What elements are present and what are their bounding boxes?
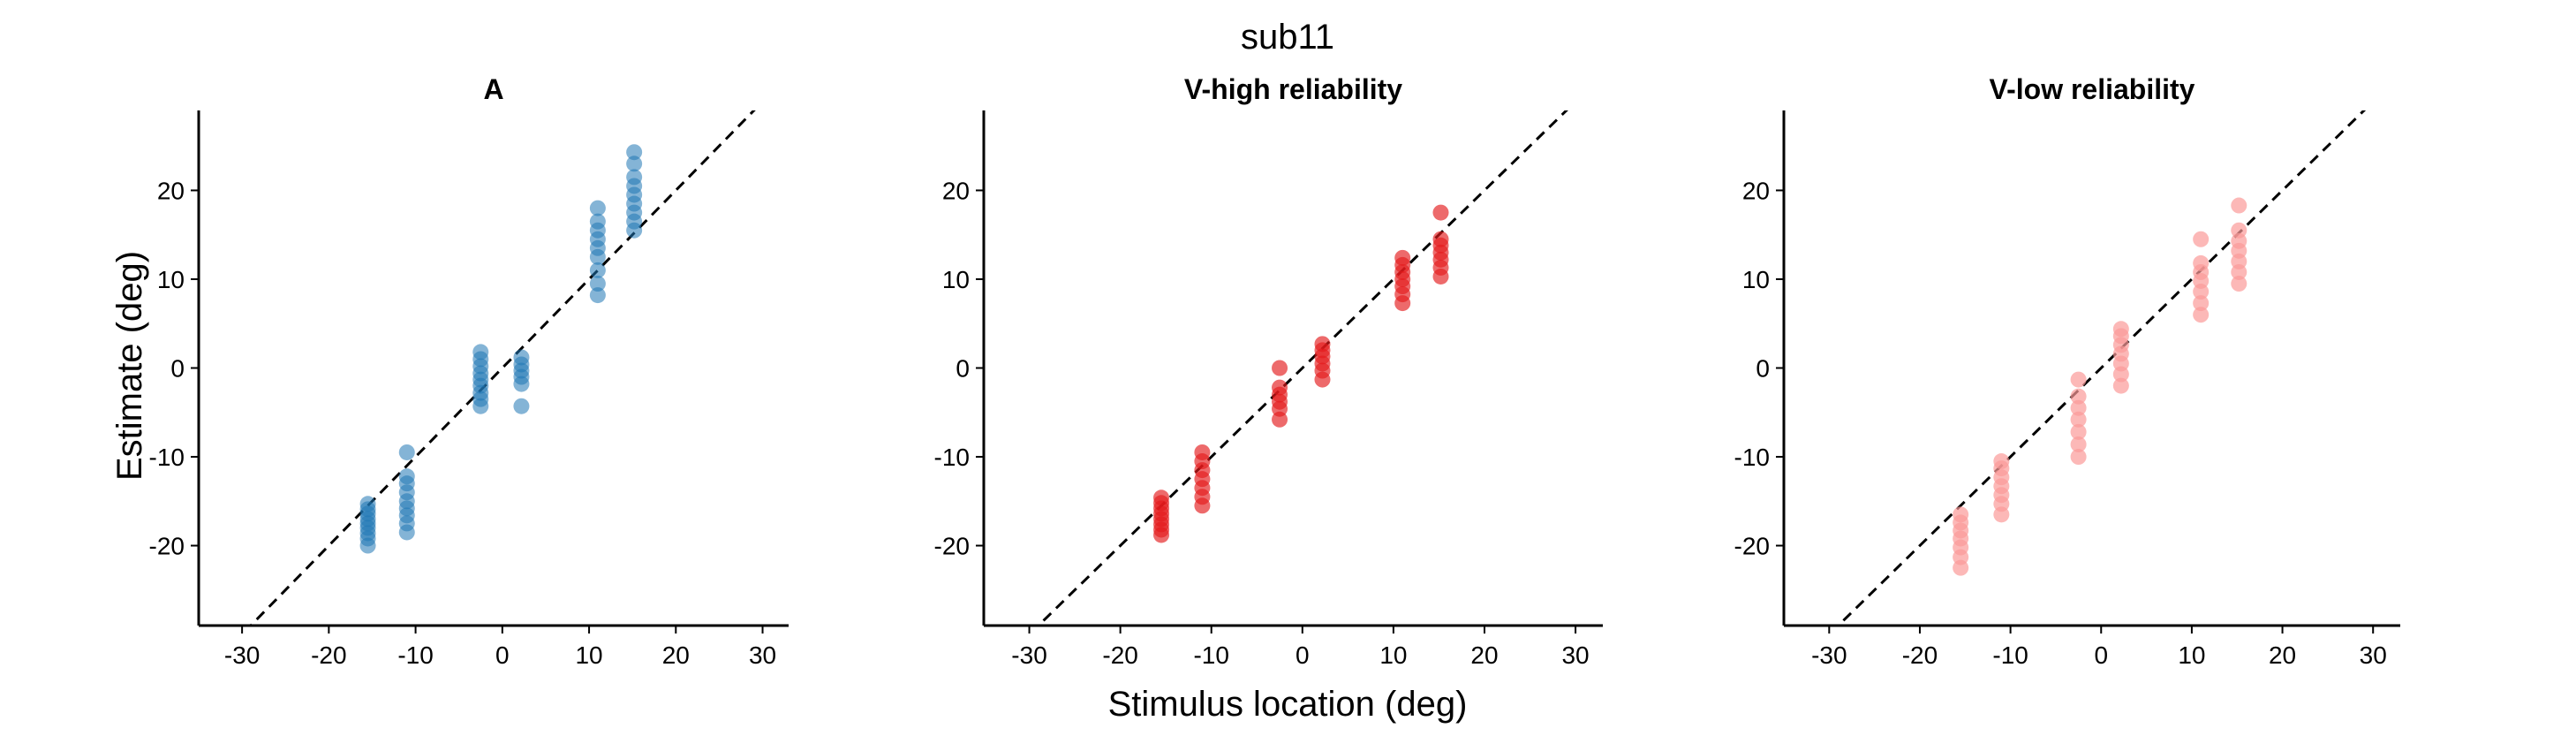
data-point (2112, 377, 2129, 394)
y-tick-label: -10 (149, 444, 185, 471)
data-point (513, 349, 530, 366)
data-point (626, 156, 643, 172)
data-point (589, 276, 606, 292)
data-point (2231, 276, 2247, 292)
x-tick-label: 0 (2094, 641, 2108, 669)
y-tick-label: 20 (1742, 177, 1770, 204)
x-tick-label: -20 (311, 641, 346, 669)
panel-3: V-low reliability -30 -20 -10 0 10 20 30 -20 -10 0… (1734, 73, 2400, 669)
data-point (1272, 360, 1288, 376)
data-point (626, 169, 643, 186)
data-point (2193, 295, 2210, 312)
data-point (2070, 399, 2087, 416)
data-point (2070, 423, 2087, 440)
y-tick-label: -20 (149, 533, 185, 560)
data-point (2070, 436, 2087, 452)
data-point (2112, 321, 2129, 338)
x-tick-label: -30 (1811, 641, 1847, 669)
y-tick-label: 20 (157, 177, 185, 204)
data-point (2070, 411, 2087, 428)
data-point (1394, 249, 1411, 266)
x-tick-label: -10 (1193, 641, 1228, 669)
y-tick-label: 0 (956, 355, 970, 383)
data-point (2193, 231, 2210, 247)
x-tick-label: 20 (1470, 641, 1498, 669)
y-tick-label: 0 (170, 355, 185, 383)
x-tick-label: -30 (1011, 641, 1046, 669)
data-point (1314, 336, 1331, 353)
data-point (1272, 379, 1288, 396)
data-point (398, 468, 415, 485)
data-point (1432, 204, 1449, 221)
identity-line (1036, 110, 1568, 626)
data-point (2231, 222, 2247, 239)
x-tick-label: 10 (575, 641, 602, 669)
x-tick-label: -10 (1992, 641, 2028, 669)
x-tick-label: 30 (749, 641, 776, 669)
x-axis-label: Stimulus location (deg) (1108, 685, 1468, 724)
x-tick-label: -20 (1102, 641, 1137, 669)
data-point (1993, 453, 2010, 470)
x-tick-label: 20 (2269, 641, 2296, 669)
y-tick-label: 20 (942, 177, 970, 204)
x-tick-label: -20 (1902, 641, 1938, 669)
x-tick-label: 0 (495, 641, 510, 669)
y-tick-label: 10 (942, 266, 970, 293)
x-tick-label: -30 (224, 641, 260, 669)
data-point (2193, 254, 2210, 271)
x-tick-label: 20 (662, 641, 690, 669)
panel-title: V-low reliability (1990, 73, 2195, 105)
identity-line (248, 110, 756, 626)
y-tick-label: 10 (1742, 266, 1770, 293)
data-point (398, 444, 415, 460)
y-tick-label: -10 (1734, 444, 1770, 471)
panel-2: V-high reliability -30 -20 -10 0 10 20 30 -20 -10… (934, 73, 1603, 669)
x-tick-label: 10 (2178, 641, 2205, 669)
data-point (589, 213, 606, 230)
panel-1: A -30 -20 -10 0 10 20 30 -20 -10 0 10 20 (149, 73, 789, 669)
y-tick-label: 0 (1756, 355, 1770, 383)
y-tick-label: 10 (157, 266, 185, 293)
data-point (2070, 388, 2087, 405)
identity-line (1836, 110, 2367, 626)
x-tick-label: 10 (1379, 641, 1407, 669)
data-point (472, 344, 489, 360)
x-tick-label: 30 (1561, 641, 1589, 669)
data-point (1153, 489, 1170, 506)
data-point (1432, 231, 1449, 247)
panel-title: A (483, 73, 503, 105)
data-point (626, 144, 643, 161)
data-point (1194, 444, 1211, 460)
data-point (2070, 449, 2087, 466)
data-point (2070, 371, 2087, 388)
y-tick-label: -20 (1734, 533, 1770, 560)
x-tick-label: 30 (2360, 641, 2387, 669)
data-point (513, 398, 530, 414)
panel-title: V-high reliability (1184, 73, 1402, 105)
figure-title: sub11 (1241, 18, 1334, 57)
data-point (589, 262, 606, 278)
data-point (2231, 197, 2247, 214)
data-point (2193, 307, 2210, 323)
data-point (589, 287, 606, 304)
data-point (359, 496, 376, 512)
data-point (1953, 506, 1969, 523)
x-tick-label: -10 (397, 641, 433, 669)
data-point (589, 200, 606, 216)
y-axis-label: Estimate (deg) (110, 251, 149, 481)
y-tick-label: -10 (934, 444, 970, 471)
x-tick-label: 0 (1296, 641, 1310, 669)
y-tick-label: -20 (934, 533, 970, 560)
